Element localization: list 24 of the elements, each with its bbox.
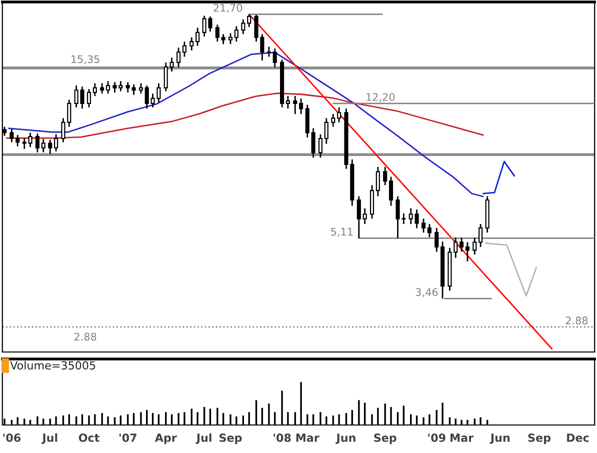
x-tick-label: '07 — [119, 434, 136, 442]
ref-line-label: 2.88 — [74, 332, 96, 341]
x-tick-label: Jun — [336, 434, 356, 444]
x-tick-label: Sep — [374, 434, 396, 444]
ref-line-label: 15,35 — [72, 55, 100, 64]
annotation: 2.88 — [566, 316, 588, 324]
x-tick-label: '06 — [3, 434, 21, 442]
x-tick-label: '09 — [428, 434, 446, 442]
x-tick-label: Dec — [567, 434, 589, 442]
x-tick-label: Oct — [78, 434, 100, 442]
x-tick-label: Sep — [220, 434, 242, 444]
x-tick-label: Sep — [528, 434, 551, 444]
annotation: 12,20 — [366, 93, 395, 102]
annotation: 3,46 — [416, 288, 438, 298]
x-tick-label: Mar — [296, 434, 320, 442]
annotation: 5,11 — [331, 228, 353, 237]
annotation: 21,70 — [214, 4, 242, 13]
x-tick-label: Mar — [450, 434, 474, 442]
x-tick-label: Jul — [196, 433, 212, 444]
x-tick-label: '08 — [274, 434, 291, 442]
x-tick-label: Jun — [490, 434, 510, 444]
x-tick-label: Apr — [154, 434, 177, 444]
x-tick-label: Jul — [42, 433, 58, 444]
text: Volume=35005 — [10, 360, 96, 370]
